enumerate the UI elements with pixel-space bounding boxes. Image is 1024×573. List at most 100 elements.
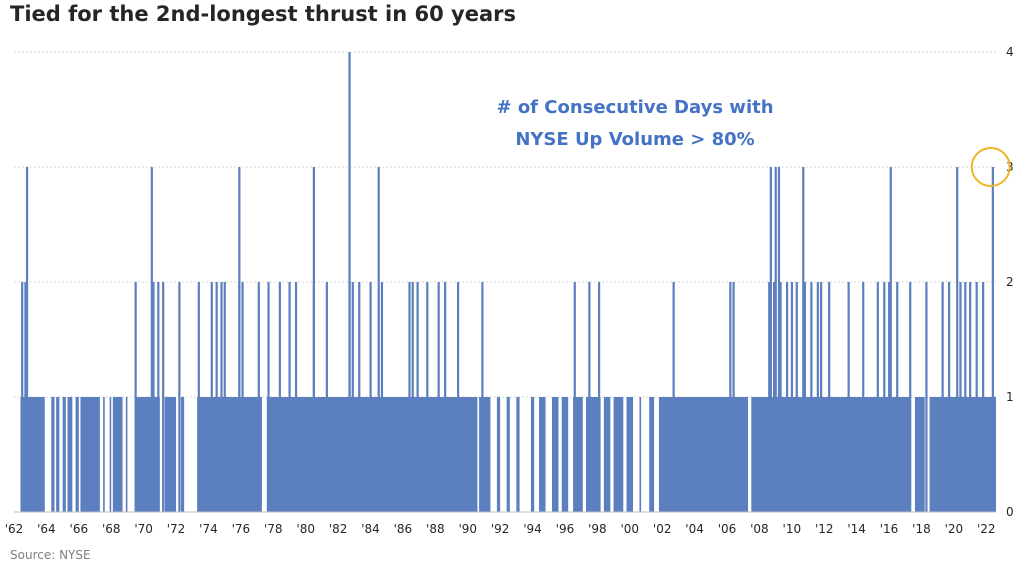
x-tick-label: '92 [491,522,510,536]
bar-spike-value-3 [312,167,315,512]
bar-block-value-1 [109,397,112,512]
x-tick-label: '64 [37,522,56,536]
bar-spike-value-3 [889,167,892,512]
bar-spike-value-2 [982,282,985,512]
y-tick-label-0: 0 [1006,505,1014,519]
bar-spike-value-2 [959,282,962,512]
bar-spike-value-2 [294,282,298,512]
x-tick-label: '70 [134,522,153,536]
bar-block-value-1 [573,397,583,512]
bar-block-value-1 [20,397,45,512]
bar-block-value-1 [180,397,185,512]
bar-spike-value-2 [790,282,794,512]
x-tick-label: '68 [102,522,121,536]
bar-spike-value-2 [215,282,218,512]
y-tick-label-1: 1 [1006,390,1014,404]
bar-spike-value-2 [847,282,850,512]
bar-block-value-1 [56,397,60,512]
bar-spike-value-2 [411,282,414,512]
bar-block-value-1 [551,397,559,512]
bar-block-value-1 [135,397,160,512]
bar-spike-value-2 [819,282,823,512]
bar-spike-value-2 [351,282,354,512]
bar-block-value-1 [67,397,73,512]
x-tick-label: '72 [167,522,186,536]
bar-block-value-1 [639,397,642,512]
bar-spike-value-2 [444,282,447,512]
x-tick-label: '08 [750,522,769,536]
bar-spike-value-2 [21,282,24,512]
bar-spike-value-2 [732,282,735,512]
bar-spike-value-2 [969,282,972,512]
x-tick-label: '14 [847,522,866,536]
bar-spike-value-2 [779,282,782,512]
bar-spike-value-2 [896,282,899,512]
bar-spike-value-2 [672,282,675,512]
x-tick-label: '10 [783,522,802,536]
x-tick-label: '22 [977,522,996,536]
bar-spike-value-2 [241,282,244,512]
bar-spike-value-2 [380,282,384,512]
latest-value-highlight-circle [970,147,1011,187]
bar-block-value-1 [603,397,611,512]
x-tick-label: '06 [718,522,737,536]
bar-spike-value-3 [25,167,29,512]
bar-spike-value-2 [816,282,819,512]
x-tick-label: '00 [620,522,639,536]
source-note: Source: NYSE [10,548,91,562]
bar-block-value-1 [164,397,177,512]
bar-spike-value-2 [162,282,165,512]
x-tick-label: '82 [329,522,348,536]
bar-spike-value-2 [325,282,328,512]
bar-spike-value-2 [369,282,372,512]
x-tick-label: '04 [685,522,704,536]
bar-block-value-1 [51,397,55,512]
bar-spike-value-2 [862,282,865,512]
x-tick-label: '94 [523,522,542,536]
x-tick-label: '78 [264,522,283,536]
bar-spike-value-2 [964,282,967,512]
bar-spike-value-2 [210,282,213,512]
bar-spike-value-2 [588,282,591,512]
x-tick-label: '62 [5,522,24,536]
x-tick-label: '80 [296,522,315,536]
bar-spike-value-2 [267,282,270,512]
bar-spike-value-3 [238,167,241,512]
bar-spike-value-3 [956,167,959,512]
bar-spike-value-2 [597,282,601,512]
y-tick-label-4: 4 [1006,45,1014,59]
bar-spike-value-2 [803,282,806,512]
bar-spike-value-2 [157,282,160,512]
bar-spike-value-2 [457,282,460,512]
bar-block-value-1 [929,397,996,512]
bar-spike-value-2 [975,282,978,512]
bar-spike-value-2 [134,282,137,512]
bar-spike-value-2 [197,282,200,512]
bars-series [20,52,996,512]
bar-spike-value-2 [888,282,891,512]
bar-spike-value-2 [828,282,831,512]
bar-spike-value-2 [24,282,27,512]
bar-spike-value-2 [257,282,260,512]
bar-spike-value-3 [774,167,777,512]
bar-spike-value-3 [150,167,153,512]
bar-block-value-1 [506,397,510,512]
bar-spike-value-3 [377,167,380,512]
bar-block-value-1 [561,397,569,512]
bar-spike-value-2 [288,282,291,512]
bar-block-value-1 [530,397,535,512]
bar-spike-value-2 [948,282,951,512]
bar-block-value-1 [266,397,478,512]
x-tick-label: '20 [945,522,964,536]
annotation-line-1: # of Consecutive Days with [496,97,773,118]
bar-spike-value-2 [785,282,789,512]
bar-block-value-1 [914,397,925,512]
bar-spike-value-2 [481,282,484,512]
x-tick-label: '74 [199,522,218,536]
bar-spike-value-2 [883,282,886,512]
bar-block-value-1 [197,397,262,512]
bar-block-value-1 [613,397,624,512]
bar-spike-value-2 [909,282,912,512]
